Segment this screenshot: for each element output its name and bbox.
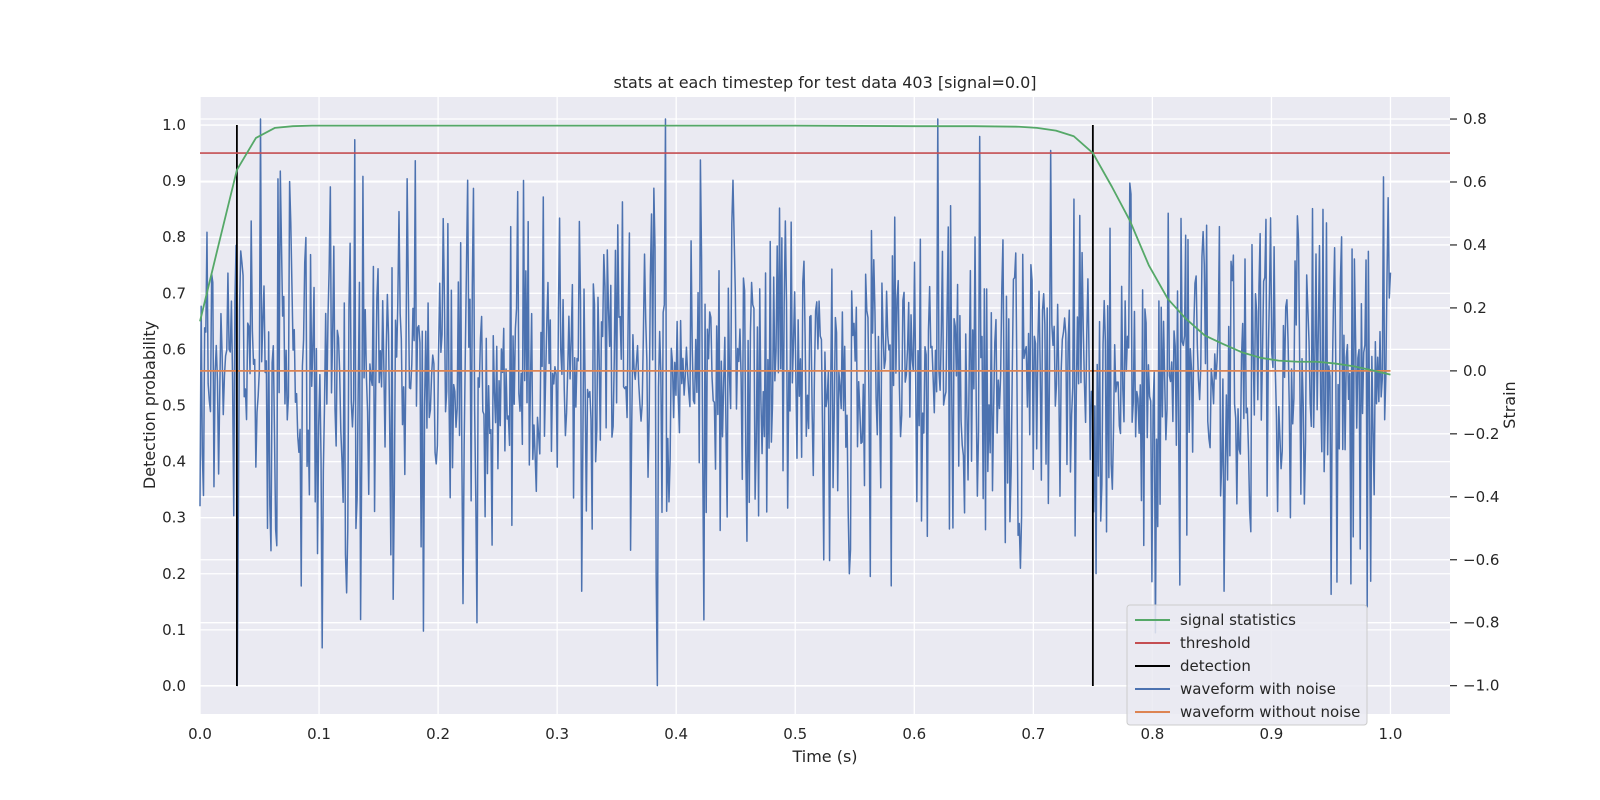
legend-label: signal statistics: [1180, 611, 1296, 629]
y-tick-label: 0.9: [162, 172, 186, 190]
x-tick-label: 0.0: [188, 725, 212, 743]
legend-label: detection: [1180, 657, 1251, 675]
series-layer: [199, 118, 1450, 687]
y-right-tick-label: −0.8: [1463, 614, 1499, 632]
y-right-tick-label: 0.6: [1463, 173, 1487, 191]
x-tick-label: 0.7: [1021, 725, 1045, 743]
y-right-tick-label: 0.0: [1463, 362, 1487, 380]
y-right-tick-label: −0.4: [1463, 488, 1499, 506]
x-tick-label: 1.0: [1379, 725, 1403, 743]
x-tick-label: 0.4: [664, 725, 688, 743]
x-tick-label: 0.1: [307, 725, 331, 743]
chart-title: stats at each timestep for test data 403…: [613, 73, 1036, 92]
y-tick-label: 0.0: [162, 677, 186, 695]
y-right-tick-label: −0.6: [1463, 551, 1499, 569]
y-right-tick-label: 0.4: [1463, 236, 1487, 254]
x-tick-label: 0.3: [545, 725, 569, 743]
legend: signal statistics threshold detection wavef…: [1126, 604, 1368, 726]
legend-label: threshold: [1180, 634, 1251, 652]
y-right-tick-label: −0.2: [1463, 425, 1499, 443]
y-tick-label: 0.3: [162, 509, 186, 527]
y-tick-label: 0.4: [162, 453, 186, 471]
x-axis-title: Time (s): [791, 747, 857, 766]
axes-layer: 0.0 0.1 0.2 0.3 0.4 0.5 0.6 0.7 0.8 0.9 1.0 0.0 0.1 0…: [162, 110, 1499, 743]
x-tick-label: 0.2: [426, 725, 450, 743]
y-tick-label: 0.2: [162, 565, 186, 583]
y-right-axis-title: Strain: [1500, 381, 1519, 428]
y-tick-label: 0.8: [162, 228, 186, 246]
y-right-tick-label: 0.2: [1463, 299, 1487, 317]
y-tick-label: 0.7: [162, 284, 186, 302]
x-tick-label: 0.6: [902, 725, 926, 743]
y-tick-label: 0.1: [162, 621, 186, 639]
series-waveform-with-noise: [199, 118, 1392, 687]
legend-label: waveform with noise: [1180, 680, 1336, 698]
x-tick-label: 0.8: [1140, 725, 1164, 743]
legend-label: waveform without noise: [1180, 703, 1360, 721]
y-tick-label: 0.5: [162, 397, 186, 415]
x-tick-label: 0.9: [1259, 725, 1283, 743]
y-tick-label: 0.6: [162, 340, 186, 358]
y-tick-label: 1.0: [162, 116, 186, 134]
series-signal-statistics: [199, 124, 1391, 376]
y-right-tick-label: −1.0: [1463, 677, 1499, 695]
y-axis-title: Detection probability: [140, 321, 159, 489]
x-tick-label: 0.5: [783, 725, 807, 743]
legend-box: [1126, 604, 1368, 726]
y-right-tick-label: 0.8: [1463, 110, 1487, 128]
